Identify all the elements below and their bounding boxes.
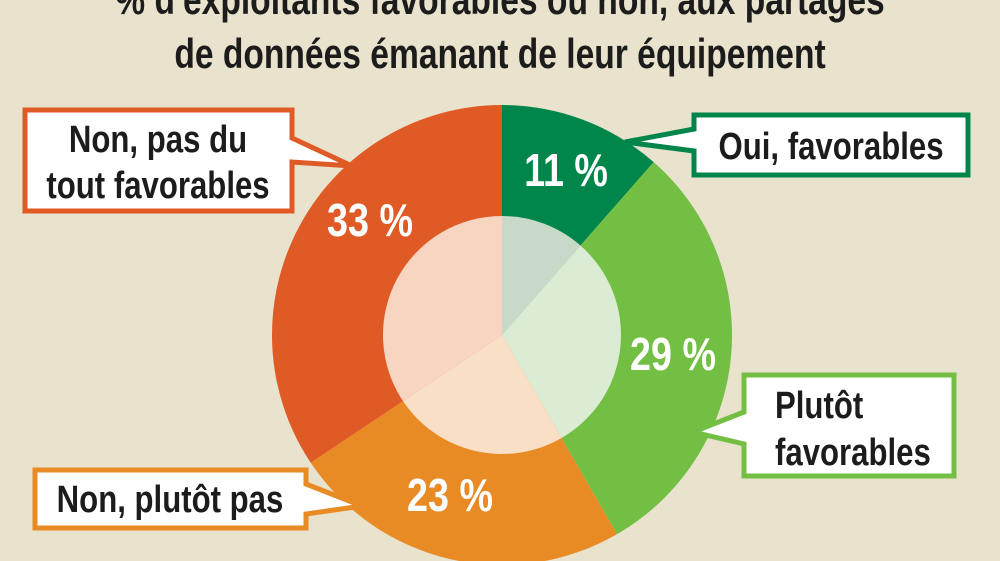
- value-label-non-pas-du-tout: 33 %: [327, 194, 413, 245]
- callout-box-oui: [624, 112, 971, 178]
- slice-3: [310, 335, 617, 561]
- value-labels: 11 % 29 % 23 % 33 %: [327, 144, 716, 520]
- callout-label-non-pas-du-tout-2: tout favorables: [46, 165, 269, 207]
- callout-label-plutot-2: favorables: [775, 432, 931, 474]
- inner-slice-4: [383, 216, 502, 402]
- value-label-non-plutot-pas: 23 %: [407, 469, 493, 520]
- callout-label-plutot-1: Plutôt: [775, 385, 864, 427]
- callout-box-non-pas-du-tout: [22, 107, 354, 214]
- title-line-1: % d'exploitants favorables ou non, aux p…: [115, 0, 884, 24]
- callout-oui: Oui, favorables: [624, 112, 971, 178]
- callout-label-non-pas-du-tout-1: Non, pas du: [69, 119, 247, 161]
- inner-slice-3: [403, 335, 562, 455]
- chart-title: % d'exploitants favorables ou non, aux p…: [115, 0, 884, 78]
- callout-label-non-plutot-pas: Non, plutôt pas: [57, 479, 284, 521]
- title-line-2: de données émanant de leur équipement: [174, 32, 826, 78]
- value-label-plutot: 29 %: [630, 328, 716, 379]
- callout-label-oui: Oui, favorables: [718, 126, 943, 168]
- callout-non-pas-du-tout: Non, pas du tout favorables: [22, 107, 354, 214]
- callout-plutot: Plutôt favorables: [684, 372, 957, 479]
- callout-box-plutot: [684, 372, 957, 479]
- value-label-oui: 11 %: [524, 144, 608, 195]
- inner-slice-2: [502, 245, 621, 439]
- callout-box-non-plutot-pas: [32, 467, 372, 531]
- inner-slices: [383, 216, 621, 455]
- inner-slice-1: [502, 216, 581, 335]
- callout-non-plutot-pas: Non, plutôt pas: [32, 467, 372, 531]
